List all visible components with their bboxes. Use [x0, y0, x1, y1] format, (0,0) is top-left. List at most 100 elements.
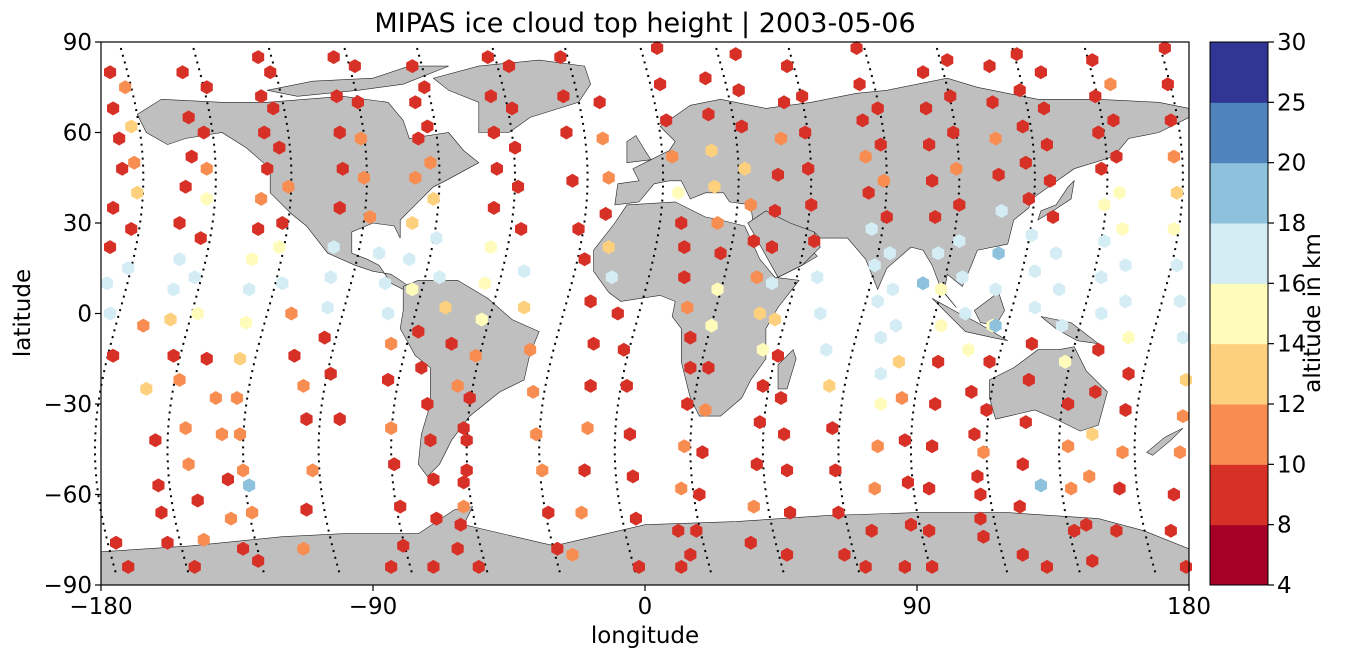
point-345	[1053, 282, 1066, 297]
point-121	[421, 119, 434, 134]
point-187	[654, 77, 667, 92]
point-281	[898, 433, 911, 448]
point-353	[1086, 53, 1099, 68]
point-60	[234, 351, 247, 366]
point-237	[768, 312, 781, 327]
point-360	[1095, 306, 1108, 321]
point-83	[336, 161, 349, 176]
point-165	[578, 252, 591, 267]
point-18	[152, 478, 165, 493]
point-93	[354, 131, 367, 146]
point-202	[699, 71, 712, 86]
point-249	[811, 270, 824, 285]
point-343	[1046, 210, 1060, 224]
point-288	[950, 161, 963, 176]
point-290	[953, 234, 966, 249]
point-9	[119, 80, 132, 95]
point-208	[711, 282, 724, 297]
colorbar-tick-label-2: 10	[1277, 452, 1306, 478]
point-190	[672, 185, 685, 200]
point-348	[1062, 397, 1075, 411]
point-87	[321, 300, 334, 315]
point-183	[626, 469, 639, 484]
point-203	[702, 107, 715, 122]
point-30	[164, 312, 177, 327]
point-91	[348, 59, 361, 74]
point-318	[989, 282, 1002, 297]
point-398	[1034, 478, 1047, 493]
point-247	[805, 197, 818, 212]
point-162	[560, 125, 573, 140]
point-101	[385, 421, 398, 436]
point-35	[191, 493, 204, 508]
point-153	[518, 300, 531, 315]
colorbar-segment-1	[1210, 464, 1268, 526]
point-71	[273, 240, 286, 255]
point-243	[781, 547, 794, 562]
point-10	[125, 119, 138, 134]
point-391	[1173, 445, 1186, 460]
point-143	[460, 433, 473, 448]
point-213	[693, 487, 706, 502]
land-north-america	[136, 95, 480, 290]
y-axis: −90 −60 −30 0 30 60 90	[43, 30, 101, 599]
x-tick-label-4: 180	[1167, 594, 1211, 620]
point-182	[623, 427, 636, 442]
point-144	[457, 475, 470, 490]
point-193	[678, 270, 691, 285]
point-27	[173, 216, 186, 230]
point-254	[829, 463, 842, 478]
point-323	[974, 487, 987, 502]
point-359	[1095, 270, 1108, 285]
point-306	[932, 354, 945, 369]
point-268	[871, 439, 884, 454]
y-tick-label-1: −60	[43, 483, 92, 509]
point-200	[672, 523, 685, 538]
point-177	[602, 240, 615, 255]
point-59	[240, 315, 253, 330]
point-157	[536, 463, 549, 478]
point-168	[584, 378, 597, 393]
point-250	[814, 306, 827, 321]
point-361	[1092, 342, 1105, 357]
point-126	[439, 300, 452, 315]
point-347	[1059, 354, 1072, 369]
point-372	[1119, 258, 1132, 273]
track-13	[1058, 47, 1109, 574]
point-321	[980, 403, 993, 417]
point-322	[977, 445, 990, 460]
point-246	[802, 161, 815, 176]
point-386	[1170, 258, 1183, 273]
point-350	[1065, 481, 1078, 496]
point-300	[923, 137, 936, 152]
point-138	[484, 240, 497, 255]
point-363	[1086, 427, 1099, 442]
point-397	[989, 318, 1002, 333]
point-169	[581, 421, 594, 436]
point-312	[983, 59, 996, 74]
point-46	[209, 391, 222, 405]
point-337	[1013, 499, 1026, 514]
point-196	[684, 360, 697, 375]
point-375	[1122, 366, 1135, 381]
point-364	[1083, 469, 1096, 484]
point-185	[632, 559, 645, 574]
satellite-tracks	[94, 47, 1184, 574]
point-244	[796, 89, 809, 104]
point-220	[744, 197, 757, 212]
point-226	[753, 415, 766, 430]
point-378	[1113, 481, 1126, 496]
colorbar-frame	[1209, 41, 1269, 586]
point-384	[1170, 185, 1183, 200]
point-37	[188, 559, 201, 574]
point-114	[415, 360, 428, 375]
point-68	[273, 140, 286, 155]
point-66	[264, 65, 277, 80]
point-230	[781, 59, 794, 74]
colorbar-segment-5	[1210, 223, 1268, 284]
y-tick-label-0: −90	[43, 573, 92, 599]
point-146	[472, 559, 485, 574]
point-145	[454, 517, 467, 532]
